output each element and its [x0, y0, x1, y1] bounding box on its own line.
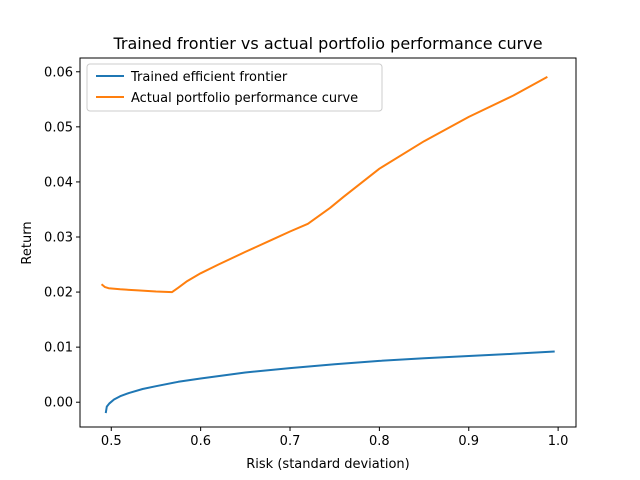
x-tick-label: 0.7 — [280, 434, 301, 449]
actual-performance-line — [100, 75, 548, 294]
y-tick-label: 0.03 — [44, 230, 73, 245]
axes-frame — [79, 57, 577, 428]
x-tick-label: 0.9 — [458, 434, 479, 449]
y-tick-label: 0.00 — [44, 396, 73, 411]
x-tick-label: 0.6 — [190, 434, 211, 449]
legend: Trained efficient frontier Actual portfo… — [86, 63, 383, 112]
y-tick-label: 0.01 — [44, 341, 73, 356]
y-tick-label: 0.05 — [44, 120, 73, 135]
chart-title: Trained frontier vs actual portfolio per… — [112, 34, 542, 53]
x-axis-ticks: 0.5 0.6 0.7 0.8 0.9 1.0 — [101, 427, 569, 449]
y-axis-label: Return — [20, 221, 35, 264]
y-axis-ticks: 0.00 0.01 0.02 0.03 0.04 0.05 0.06 — [44, 65, 80, 411]
frontier-line — [104, 350, 555, 414]
x-tick-label: 0.5 — [101, 434, 122, 449]
y-tick-label: 0.06 — [44, 65, 73, 80]
x-tick-label: 0.8 — [369, 434, 390, 449]
y-tick-label: 0.02 — [44, 286, 73, 301]
legend-box — [86, 63, 383, 112]
legend-label-actual: Actual portfolio performance curve — [131, 91, 358, 106]
x-axis-label: Risk (standard deviation) — [246, 457, 409, 472]
x-tick-label: 1.0 — [548, 434, 569, 449]
series-layer — [100, 75, 555, 414]
y-tick-label: 0.04 — [44, 175, 73, 190]
legend-label-frontier: Trained efficient frontier — [130, 70, 288, 85]
